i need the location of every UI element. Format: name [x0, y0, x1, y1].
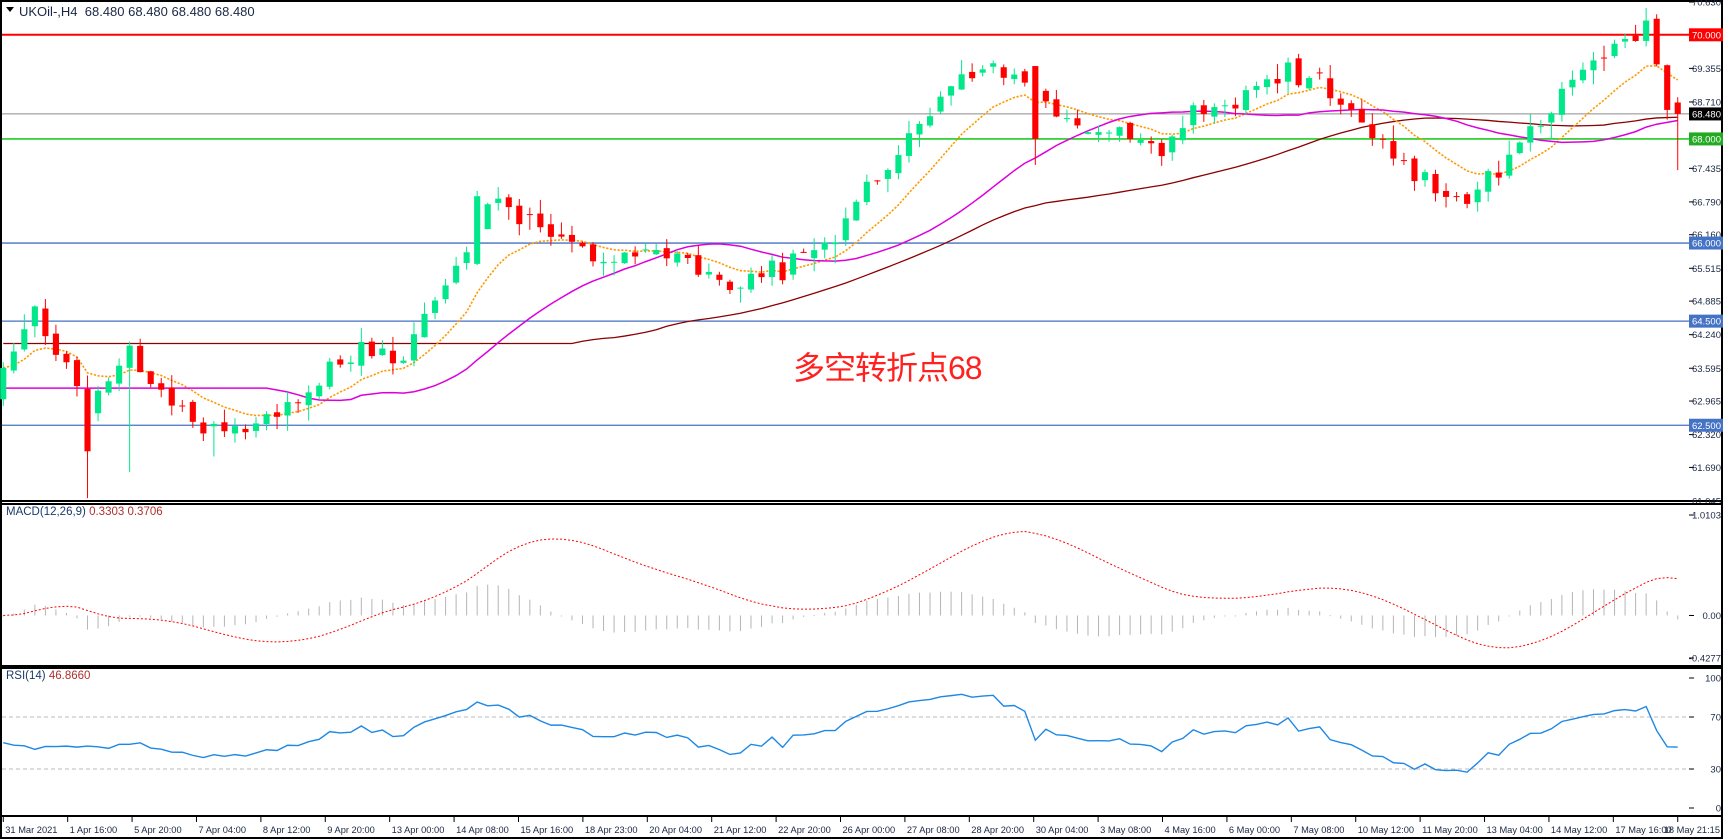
svg-text:5 Apr 20:00: 5 Apr 20:00 — [134, 825, 182, 835]
svg-text:69.355: 69.355 — [1692, 64, 1721, 75]
svg-text:-0.4277: -0.4277 — [1689, 654, 1721, 665]
svg-text:13 Apr 00:00: 13 Apr 00:00 — [392, 825, 445, 835]
svg-text:RSI(14) 46.8660: RSI(14) 46.8660 — [6, 670, 90, 682]
svg-text:31 Mar 2021: 31 Mar 2021 — [5, 825, 57, 835]
svg-text:6 May 00:00: 6 May 00:00 — [1229, 825, 1280, 835]
svg-text:10 May 12:00: 10 May 12:00 — [1358, 825, 1414, 835]
svg-text:61.045: 61.045 — [1692, 497, 1721, 508]
svg-text:15 Apr 16:00: 15 Apr 16:00 — [520, 825, 573, 835]
svg-text:9 Apr 20:00: 9 Apr 20:00 — [327, 825, 375, 835]
svg-text:14 May 12:00: 14 May 12:00 — [1551, 825, 1607, 835]
svg-text:62.320: 62.320 — [1692, 430, 1721, 441]
svg-text:70.630: 70.630 — [1692, 0, 1721, 9]
svg-text:30: 30 — [1710, 765, 1721, 776]
svg-text:68.710: 68.710 — [1692, 97, 1721, 108]
svg-text:70: 70 — [1710, 713, 1721, 724]
svg-text:18 Apr 23:00: 18 Apr 23:00 — [585, 825, 638, 835]
svg-text:MACD(12,26,9) 0.3303 0.3706: MACD(12,26,9) 0.3303 0.3706 — [6, 506, 163, 518]
svg-text:27 Apr 08:00: 27 Apr 08:00 — [907, 825, 960, 835]
svg-text:68.000: 68.000 — [1692, 134, 1721, 145]
svg-text:68.480: 68.480 — [1692, 109, 1721, 120]
svg-text:14 Apr 08:00: 14 Apr 08:00 — [456, 825, 509, 835]
svg-text:1.0103: 1.0103 — [1692, 511, 1721, 522]
svg-text:62.965: 62.965 — [1692, 397, 1721, 408]
svg-text:70.000: 70.000 — [1692, 30, 1721, 41]
svg-text:28 Apr 20:00: 28 Apr 20:00 — [971, 825, 1024, 835]
svg-text:64.885: 64.885 — [1692, 297, 1721, 308]
svg-text:64.240: 64.240 — [1692, 330, 1721, 341]
svg-text:3 May 08:00: 3 May 08:00 — [1100, 825, 1151, 835]
svg-text:7 May 08:00: 7 May 08:00 — [1293, 825, 1344, 835]
svg-text:62.500: 62.500 — [1692, 421, 1721, 432]
svg-text:4 May 16:00: 4 May 16:00 — [1165, 825, 1216, 835]
svg-text:100: 100 — [1705, 674, 1721, 685]
svg-text:22 Apr 20:00: 22 Apr 20:00 — [778, 825, 831, 835]
svg-text:18 May 21:15: 18 May 21:15 — [1664, 825, 1720, 835]
svg-text:65.515: 65.515 — [1692, 264, 1721, 275]
svg-text:66.790: 66.790 — [1692, 197, 1721, 208]
svg-text:0: 0 — [1716, 804, 1721, 815]
svg-text:8 Apr 12:00: 8 Apr 12:00 — [263, 825, 311, 835]
svg-text:67.435: 67.435 — [1692, 164, 1721, 175]
svg-text:13 May 04:00: 13 May 04:00 — [1487, 825, 1543, 835]
svg-text:61.690: 61.690 — [1692, 463, 1721, 474]
svg-text:11 May 20:00: 11 May 20:00 — [1422, 825, 1478, 835]
svg-text:64.500: 64.500 — [1692, 317, 1721, 328]
svg-text:21 Apr 12:00: 21 Apr 12:00 — [714, 825, 767, 835]
svg-text:20 Apr 04:00: 20 Apr 04:00 — [649, 825, 702, 835]
svg-text:1 Apr 16:00: 1 Apr 16:00 — [70, 825, 118, 835]
svg-text:26 Apr 00:00: 26 Apr 00:00 — [843, 825, 896, 835]
svg-text:63.595: 63.595 — [1692, 364, 1721, 375]
svg-text:30 Apr 04:00: 30 Apr 04:00 — [1036, 825, 1089, 835]
svg-text:7 Apr 04:00: 7 Apr 04:00 — [198, 825, 246, 835]
svg-text:66.000: 66.000 — [1692, 239, 1721, 250]
svg-text:0.00: 0.00 — [1703, 611, 1722, 622]
